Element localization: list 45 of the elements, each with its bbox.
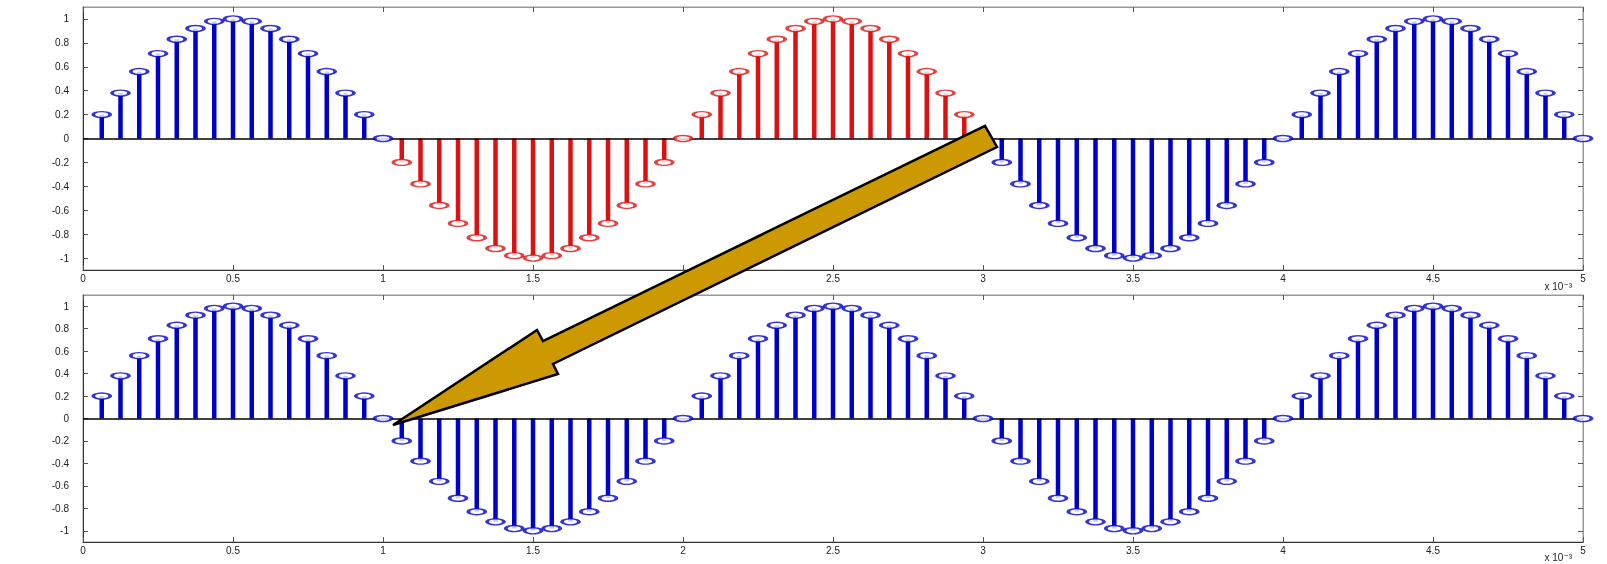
x-tick-label: 3.5	[1126, 544, 1141, 556]
y-tick-label: -0.6	[51, 480, 70, 492]
y-tick-label: -0.4	[51, 457, 70, 469]
x-tick-label: 1.5	[526, 544, 541, 556]
x-tick-label: 0.5	[226, 272, 241, 284]
y-tick-label: -0.8	[51, 502, 70, 514]
x-tick-label: 2.5	[826, 544, 841, 556]
x-tick-label: 1	[380, 272, 387, 284]
x-tick-label: 4.5	[1426, 544, 1441, 556]
x-tick-label: 1	[380, 544, 387, 556]
y-tick-label: -0.8	[51, 228, 70, 240]
y-tick-label: 0.6	[55, 61, 70, 73]
y-tick-label: 0	[63, 133, 70, 144]
x-tick-label: 3	[980, 544, 987, 556]
y-tick-label: 0.2	[55, 109, 70, 121]
y-tick-label: 0.4	[55, 368, 70, 380]
y-tick-label: 1	[63, 300, 70, 312]
x-axis-title: x 10⁻³	[1544, 551, 1573, 563]
x-tick-label: 5	[1580, 544, 1587, 556]
x-tick-label: 5	[1580, 272, 1587, 284]
y-tick-label: 1	[63, 13, 70, 25]
y-tick-label: -0.2	[51, 435, 70, 447]
x-tick-label: 3	[980, 272, 987, 284]
y-tick-label: 0	[63, 413, 70, 424]
x-tick-label: 3.5	[1126, 272, 1141, 284]
y-tick-label: 0.6	[55, 345, 70, 357]
x-axis-title: x 10⁻³	[1544, 280, 1573, 292]
y-tick-label: -0.4	[51, 180, 70, 192]
x-tick-label: 1.5	[526, 272, 541, 284]
y-tick-label: 0.4	[55, 85, 70, 97]
y-tick-label: -0.6	[51, 204, 70, 216]
x-tick-label: 4.5	[1426, 272, 1441, 284]
y-tick-label: 0.8	[55, 37, 70, 49]
x-tick-label: 0	[80, 544, 87, 556]
x-tick-label: 2	[680, 544, 687, 556]
y-tick-label: -0.2	[51, 156, 70, 168]
x-tick-label: 2.5	[826, 272, 841, 284]
y-tick-label: -1	[60, 252, 70, 264]
x-tick-label: 0.5	[226, 544, 241, 556]
y-tick-label: 0.2	[55, 390, 70, 402]
y-tick-label: -1	[60, 525, 70, 537]
y-tick-label: 0.8	[55, 323, 70, 335]
x-tick-label: 4	[1280, 544, 1287, 556]
x-tick-label: 4	[1280, 272, 1287, 284]
x-tick-label: 0	[80, 272, 87, 284]
